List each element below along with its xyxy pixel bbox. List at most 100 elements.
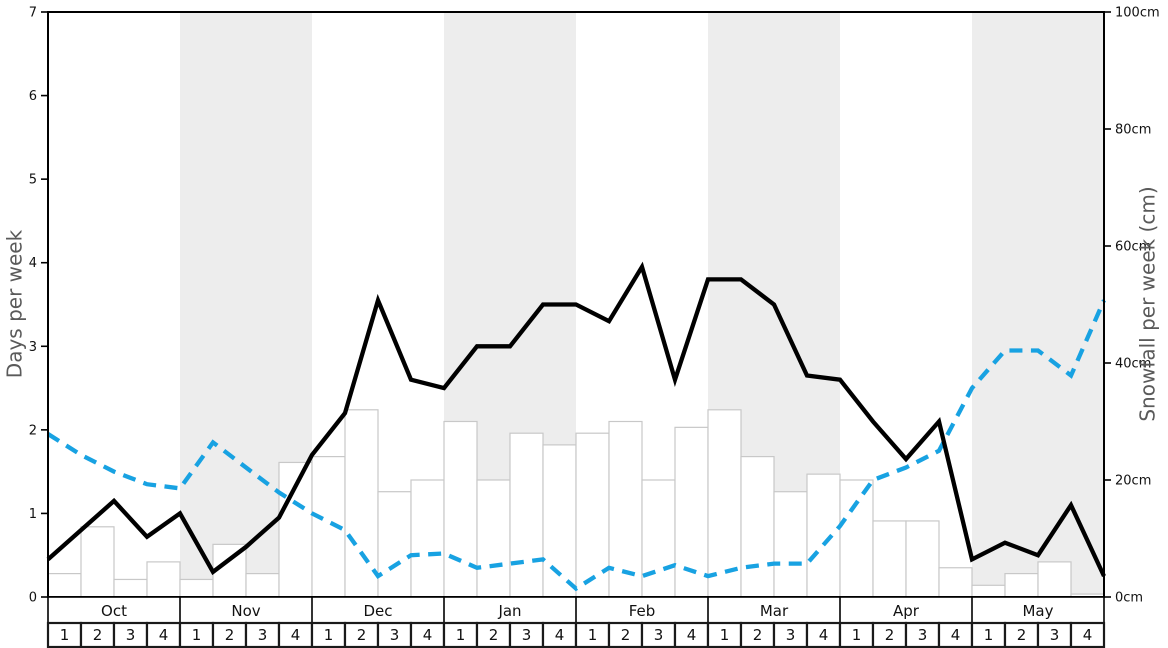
snowfall-bar (80, 526, 115, 598)
month-label: Dec (363, 602, 392, 620)
left-axis-tick-label: 7 (29, 6, 37, 21)
week-cell (937, 621, 974, 648)
week-number-label: 2 (621, 626, 631, 644)
month-label: Feb (629, 602, 656, 620)
right-axis-tick-label: 100cm (1115, 6, 1160, 21)
snowfall-bar (476, 479, 511, 598)
week-number-label: 1 (588, 626, 598, 644)
week-cell (1003, 621, 1040, 648)
left-axis-tick-label: 6 (29, 89, 37, 104)
month-label: Oct (101, 602, 127, 620)
week-cell (1069, 621, 1106, 648)
snowfall-bar (443, 420, 478, 598)
week-number-label: 3 (918, 626, 928, 644)
right-axis-tick-label: 20cm (1115, 474, 1151, 489)
week-number-label: 4 (159, 626, 169, 644)
week-cell (805, 621, 842, 648)
month-shading-band (972, 12, 1104, 597)
week-number-label: 1 (852, 626, 862, 644)
week-number-label: 3 (126, 626, 136, 644)
snowfall-bar (1004, 572, 1039, 598)
blue-dashed-line (46, 299, 1106, 592)
snowfall-bar (773, 491, 808, 598)
snowfall-bar (707, 409, 742, 598)
left-axis-tick-label: 2 (29, 423, 37, 438)
week-number-label: 1 (984, 626, 994, 644)
month-label: Mar (760, 602, 789, 620)
week-cell (574, 621, 611, 648)
week-number-label: 2 (93, 626, 103, 644)
snowfall-bar (179, 578, 214, 598)
week-cell (409, 621, 446, 648)
snowfall-bar (872, 520, 907, 598)
black-line (46, 261, 1106, 578)
month-label: May (1022, 602, 1053, 620)
week-number-label: 1 (324, 626, 334, 644)
snowfall-bar (410, 479, 445, 598)
week-cell (277, 621, 314, 648)
snowfall-bar (839, 479, 874, 598)
week-number-label: 3 (654, 626, 664, 644)
snowfall-bar (641, 479, 676, 598)
week-number-label: 3 (390, 626, 400, 644)
week-cell (607, 621, 644, 648)
week-cell (508, 621, 545, 648)
snowfall-bar (806, 473, 841, 598)
week-number-label: 2 (225, 626, 235, 644)
week-number-label: 4 (819, 626, 829, 644)
week-number-label: 4 (555, 626, 565, 644)
left-axis-tick-label: 4 (29, 256, 37, 271)
week-cell (46, 621, 83, 648)
right-axis-tick-label: 80cm (1115, 123, 1151, 138)
left-axis-tick-label: 5 (29, 173, 37, 188)
snowfall-bar (938, 567, 973, 598)
week-cell (706, 621, 743, 648)
week-number-label: 3 (1050, 626, 1060, 644)
snowfall-bar (245, 572, 280, 598)
week-number-label: 4 (1083, 626, 1093, 644)
week-number-label: 4 (423, 626, 433, 644)
week-number-label: 1 (456, 626, 466, 644)
week-cell (640, 621, 677, 648)
week-number-label: 1 (60, 626, 70, 644)
right-axis-tick-label: 0cm (1115, 591, 1143, 606)
week-number-label: 4 (951, 626, 961, 644)
week-number-label: 2 (1017, 626, 1027, 644)
snowfall-bar (146, 561, 181, 598)
snowfall-bar (344, 409, 379, 598)
week-cell (1036, 621, 1073, 648)
week-cell (838, 621, 875, 648)
left-axis-tick-label: 3 (29, 340, 37, 355)
week-number-label: 3 (786, 626, 796, 644)
right-axis-tick-label: 60cm (1115, 240, 1151, 255)
month-label: Apr (893, 602, 920, 620)
left-axis-tick-label: 1 (29, 507, 37, 522)
week-cell (343, 621, 380, 648)
snowfall-bar (740, 456, 775, 598)
snowfall-bar (113, 578, 148, 598)
week-cell (376, 621, 413, 648)
left-axis-tick-label: 0 (29, 591, 37, 606)
month-label: Jan (497, 602, 521, 620)
snowfall-bar (905, 520, 940, 598)
week-number-label: 3 (522, 626, 532, 644)
week-number-label: 1 (720, 626, 730, 644)
week-cell (112, 621, 149, 648)
week-number-label: 3 (258, 626, 268, 644)
snowfall-bar (377, 491, 412, 598)
snowfall-bar (509, 432, 544, 598)
week-number-label: 4 (687, 626, 697, 644)
week-number-label: 4 (291, 626, 301, 644)
week-cell (244, 621, 281, 648)
week-number-label: 2 (753, 626, 763, 644)
snowfall-bar (47, 572, 82, 598)
snowfall-bar (1037, 561, 1072, 598)
week-number-label: 2 (885, 626, 895, 644)
snowfall-bar (608, 420, 643, 598)
week-number-label: 2 (357, 626, 367, 644)
snowfall-bar (971, 584, 1006, 598)
month-label: Nov (231, 602, 260, 620)
week-number-label: 1 (192, 626, 202, 644)
